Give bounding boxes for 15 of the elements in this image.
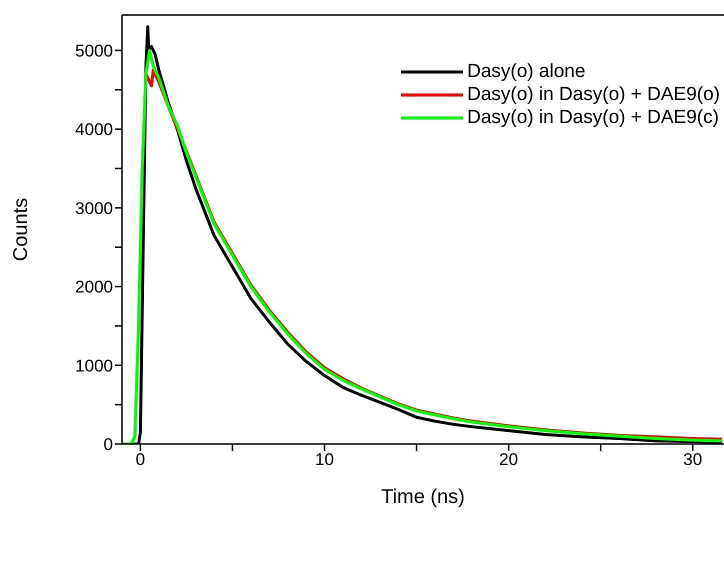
- y-tick-label: 4000: [75, 120, 113, 140]
- x-tick-label: 10: [315, 450, 334, 470]
- x-tick-label: 0: [136, 450, 146, 470]
- legend-label: Dasy(o) in Dasy(o) + DAE9(c): [467, 106, 719, 129]
- x-axis-title: Time (ns): [381, 486, 465, 508]
- legend-label: Dasy(o) in Dasy(o) + DAE9(o): [467, 83, 720, 106]
- y-tick-label: 3000: [75, 198, 113, 218]
- y-tick-label: 5000: [75, 41, 113, 60]
- y-tick-label: 2000: [75, 278, 113, 297]
- y-axis-title: Counts: [10, 198, 32, 262]
- x-tick-label: 20: [499, 450, 518, 470]
- x-tick-label: 30: [683, 450, 702, 470]
- y-tick-label: 0: [104, 435, 113, 454]
- y-tick-label: 1000: [75, 356, 113, 376]
- legend-label: Dasy(o) alone: [467, 60, 586, 83]
